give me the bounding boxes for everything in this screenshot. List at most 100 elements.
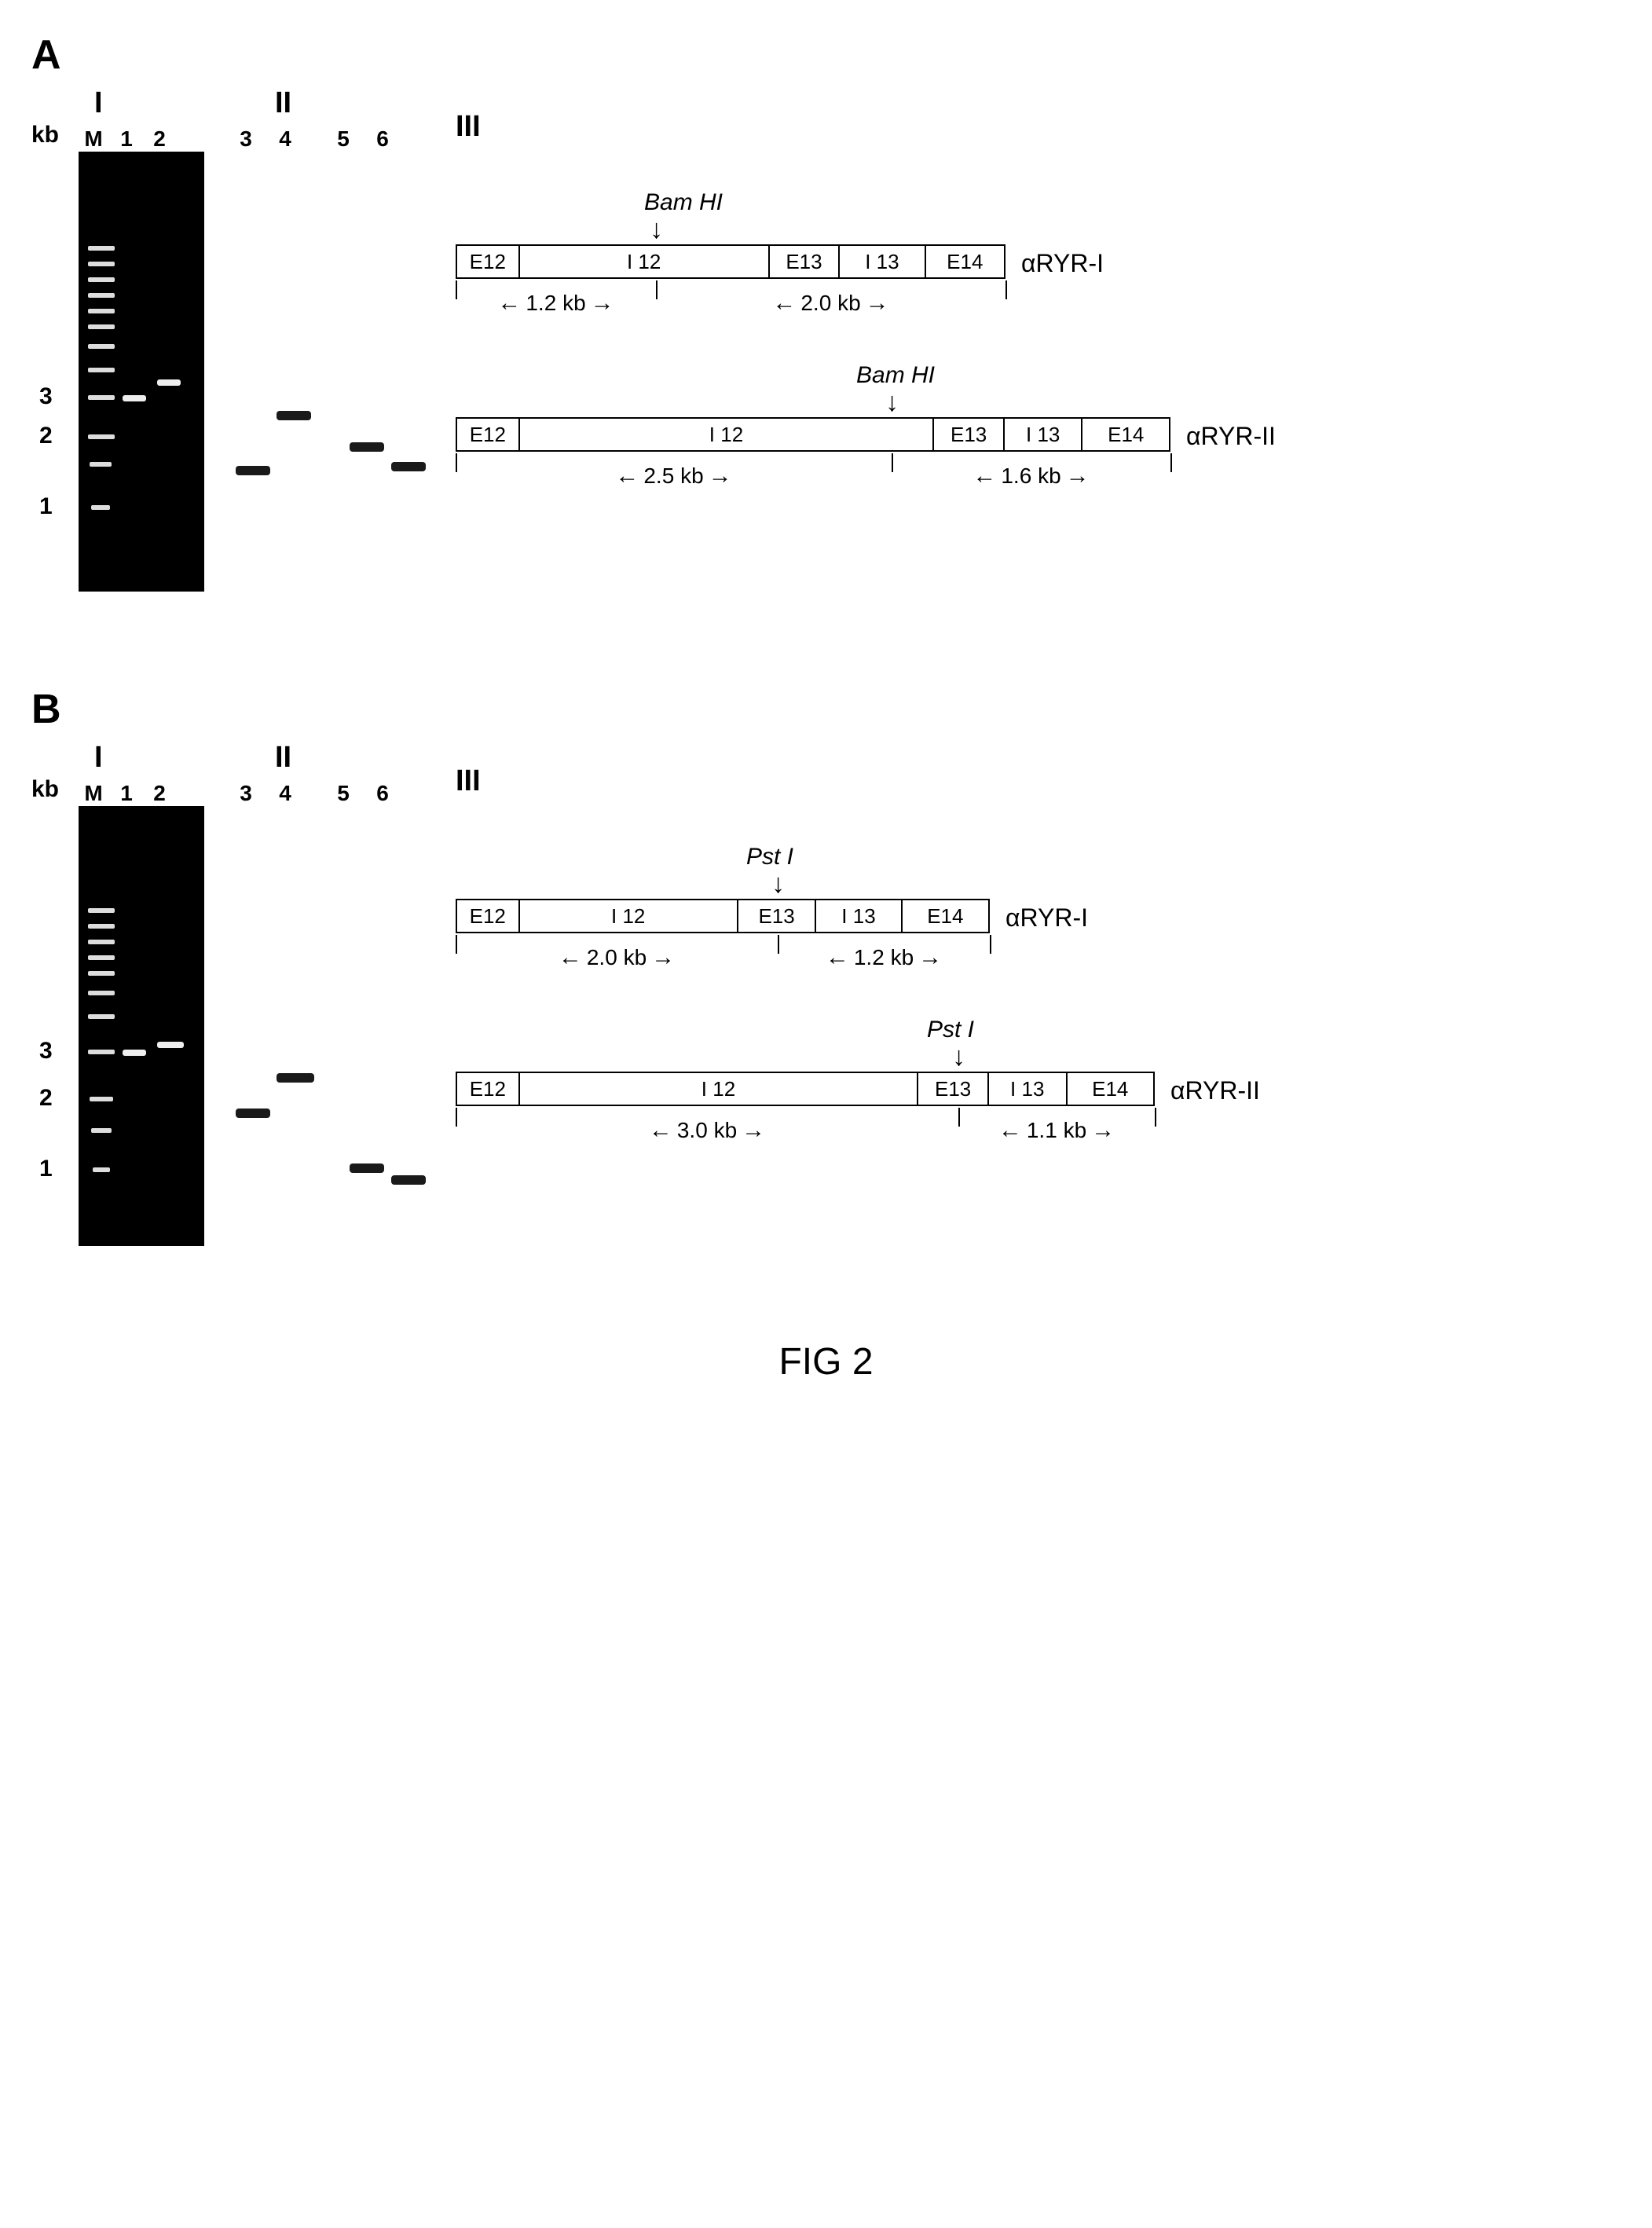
gel-band [391, 1175, 426, 1185]
panel-b: B I M 1 2 kb 321 II 3 4 5 6 [31, 686, 1621, 1246]
subpanel-label-iii: III [456, 110, 1328, 144]
kb-title: kb [31, 122, 59, 148]
gel-band [157, 1042, 184, 1048]
diagram-a-ryr-i: Bam HI↓E12I 12E13I 13E14αRYR-I1.2 kb2.0 … [456, 244, 1163, 323]
gene-segment: I 12 [520, 419, 935, 450]
gel-image-a-ii [228, 152, 432, 592]
allele-label: αRYR-I [1021, 249, 1104, 278]
lane-label: 5 [325, 781, 361, 806]
lane-label: 1 [112, 126, 141, 152]
subpanel-label-iii: III [456, 764, 1312, 798]
gene-segment: I 13 [989, 1073, 1068, 1105]
subpanel-label-i: I [31, 86, 204, 120]
lane-label: 4 [267, 126, 303, 152]
dimension-label: 2.0 kb [456, 944, 778, 971]
panel-b-subpanel-i: I M 1 2 kb 321 [31, 741, 204, 1246]
dimension-label: 1.2 kb [778, 944, 990, 971]
diagram-b-ryr-ii: Pst I↓E12I 12E13I 13E14αRYR-II3.0 kb1.1 … [456, 1072, 1312, 1150]
arrow-down-icon: ↓ [650, 214, 663, 245]
gel-band [350, 442, 384, 452]
dimension-label: 1.6 kb [892, 463, 1170, 489]
gel-band [236, 1109, 270, 1118]
panel-b-content: I M 1 2 kb 321 II 3 4 5 6 [31, 741, 1621, 1246]
kb-mark: 1 [39, 1156, 53, 1182]
gene-segment: I 13 [816, 900, 902, 932]
arrow-down-icon: ↓ [952, 1042, 965, 1072]
dimension-row: 1.2 kb2.0 kb [456, 284, 1005, 323]
lane-label: M [79, 781, 108, 806]
lane-label: 3 [228, 781, 264, 806]
lane-label: 5 [325, 126, 361, 152]
ladder-band [90, 462, 112, 467]
gel-a-i-area: kb 321 [31, 152, 204, 592]
ladder-band [88, 1014, 115, 1019]
ladder-band [90, 1097, 113, 1101]
gel-band [123, 1050, 146, 1056]
dim-tick [990, 935, 991, 954]
ladder-band [88, 277, 115, 282]
dimension-label: 2.5 kb [456, 463, 892, 489]
arrow-down-icon: ↓ [885, 387, 899, 418]
gel-band [236, 466, 270, 475]
dimension-label: 2.0 kb [656, 290, 1005, 317]
ladder-band [88, 324, 115, 329]
gene-segment: E14 [903, 900, 988, 932]
ladder-band [88, 344, 115, 349]
ladder-band [88, 940, 115, 944]
dim-tick [1170, 453, 1172, 472]
ladder-band [91, 1128, 112, 1133]
lane-label: 2 [145, 781, 174, 806]
gene-segment: E14 [1068, 1073, 1154, 1105]
enzyme-label: Bam HI [644, 189, 723, 216]
gel-b-ii-lanes: 3 4 5 6 [228, 781, 432, 806]
kb-mark: 2 [39, 423, 53, 449]
ladder-band [93, 1167, 110, 1172]
subpanel-label-ii: II [228, 86, 432, 120]
allele-label: αRYR-II [1170, 1076, 1260, 1105]
enzyme-label: Bam HI [856, 362, 935, 389]
gene-map: E12I 12E13I 13E14 [456, 1072, 1155, 1106]
gel-band [391, 462, 426, 471]
panel-a: A I M 1 2 kb 321 II 3 4 5 [31, 31, 1621, 592]
dimension-label: 1.1 kb [958, 1117, 1155, 1144]
enzyme-label: Pst I [746, 844, 793, 870]
panel-a-content: I M 1 2 kb 321 II 3 4 5 6 [31, 86, 1621, 592]
gene-segment: E13 [934, 419, 1005, 450]
gel-band [123, 395, 146, 401]
lane-label: 2 [145, 126, 174, 152]
kb-mark: 1 [39, 493, 53, 520]
lane-label: 3 [228, 126, 264, 152]
panel-a-subpanel-ii: II 3 4 5 6 [228, 86, 432, 592]
gel-band [277, 1073, 314, 1083]
gene-segment: E14 [1082, 419, 1169, 450]
lane-label: 6 [364, 781, 401, 806]
panel-a-label: A [31, 31, 1621, 79]
gene-segment: E12 [457, 419, 520, 450]
gel-image-a-i [79, 152, 204, 592]
subpanel-label-i: I [31, 741, 204, 775]
gene-segment: E14 [926, 246, 1004, 277]
ladder-band [88, 434, 115, 439]
gene-segment: I 13 [1005, 419, 1083, 450]
gel-b-i-area: kb 321 [31, 806, 204, 1246]
diagram-b-ryr-i: Pst I↓E12I 12E13I 13E14αRYR-I2.0 kb1.2 k… [456, 899, 1147, 977]
allele-label: αRYR-II [1186, 422, 1276, 451]
ladder-band [88, 1050, 115, 1054]
panel-a-subpanel-iii: III Bam HI↓E12I 12E13I 13E14αRYR-I1.2 kb… [456, 86, 1328, 496]
kb-mark: 2 [39, 1085, 53, 1112]
arrow-down-icon: ↓ [771, 869, 785, 900]
ladder-band [88, 395, 115, 400]
dimension-row: 2.0 kb1.2 kb [456, 938, 990, 977]
gene-segment: I 12 [520, 246, 770, 277]
gel-image-b-ii [228, 806, 432, 1246]
kb-labels-a: kb 321 [31, 152, 79, 592]
figure-caption: FIG 2 [31, 1340, 1621, 1383]
dimension-row: 2.5 kb1.6 kb [456, 456, 1170, 496]
kb-mark: 3 [39, 383, 53, 410]
ladder-band [88, 955, 115, 960]
gene-segment: E13 [770, 246, 840, 277]
panel-a-subpanel-i: I M 1 2 kb 321 [31, 86, 204, 592]
gene-segment: E13 [918, 1073, 989, 1105]
gene-segment: E12 [457, 246, 520, 277]
subpanel-label-ii: II [228, 741, 432, 775]
